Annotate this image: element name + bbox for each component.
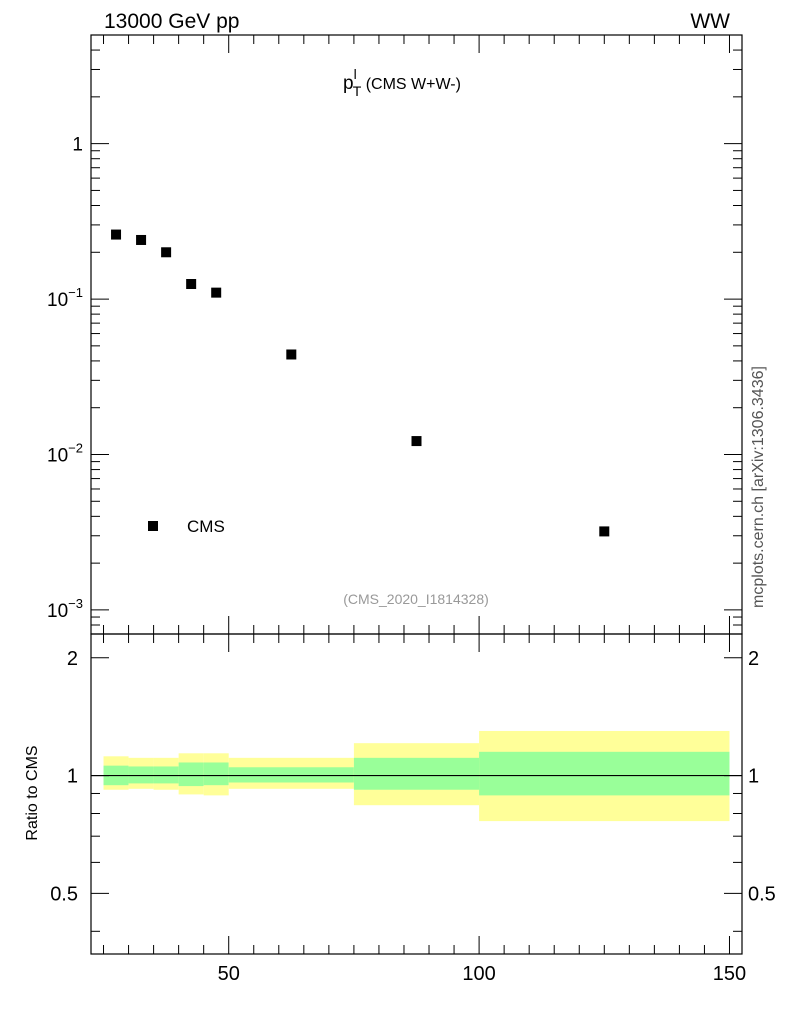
data-point-cms [599,526,610,537]
side-source-label: mcplots.cern.ch [arXiv:1306.3436] [750,366,767,608]
uncertainty-band-inner [178,762,204,787]
data-point-cms [286,349,297,360]
ratio-ytick-label-right: 2 [748,648,759,670]
upper-plot-frame [90,34,743,635]
uncertainty-band-inner [153,766,179,784]
upper-ytick-label: 1 [72,135,83,156]
legend-marker-cms [148,521,158,531]
ratio-ytick-label-right: 1 [748,766,759,788]
header-right-label: WW [690,10,730,33]
ratio-ytick-label-left: 0.5 [50,883,78,905]
uncertainty-band-inner [128,766,154,784]
data-point-cms [111,229,122,240]
ratio-xtick-label: 50 [218,963,240,985]
analysis-watermark: (CMS_2020_I1814328) [343,591,489,607]
title-sub: T [353,83,362,99]
title-main: p [343,73,354,94]
ytick-mantissa: 10 [47,445,68,466]
uncertainty-band-inner [203,762,229,786]
plot-title: pl T (CMS W+W-) [343,66,461,99]
title-sup: l [354,66,357,82]
uncertainty-band-inner [228,767,354,783]
ytick-exponent: −1 [68,285,83,300]
ratio-xtick-label: 100 [462,963,495,985]
ytick-exponent: −2 [68,440,83,455]
header-left-label: 13000 GeV pp [104,10,239,33]
data-point-cms [186,279,197,290]
upper-ytick-label: 10−3 [47,596,83,622]
upper-ytick-label: 10−2 [47,440,83,466]
ratio-ytick-label-left: 1 [67,766,78,788]
uncertainty-band-inner [479,751,730,796]
data-point-cms [211,287,222,298]
ytick-mantissa: 10 [47,290,68,311]
legend-label-cms: CMS [187,517,225,536]
data-point-cms [161,247,172,258]
ratio-ytick-label-right: 0.5 [748,883,776,905]
ratio-xtick-label: 150 [713,963,746,985]
upper-ytick-label: 10−1 [47,285,83,311]
ratio-ytick-label-left: 2 [67,648,78,670]
ratio-plot-frame [90,633,743,955]
ytick-mantissa: 10 [47,601,68,622]
title-rest: (CMS W+W-) [361,76,461,93]
data-point-cms [136,234,147,245]
uncertainty-band-inner [353,757,480,790]
ratio-axis-label: Ratio to CMS [24,745,41,840]
ytick-exponent: −3 [68,596,83,611]
data-point-cms [411,436,422,447]
